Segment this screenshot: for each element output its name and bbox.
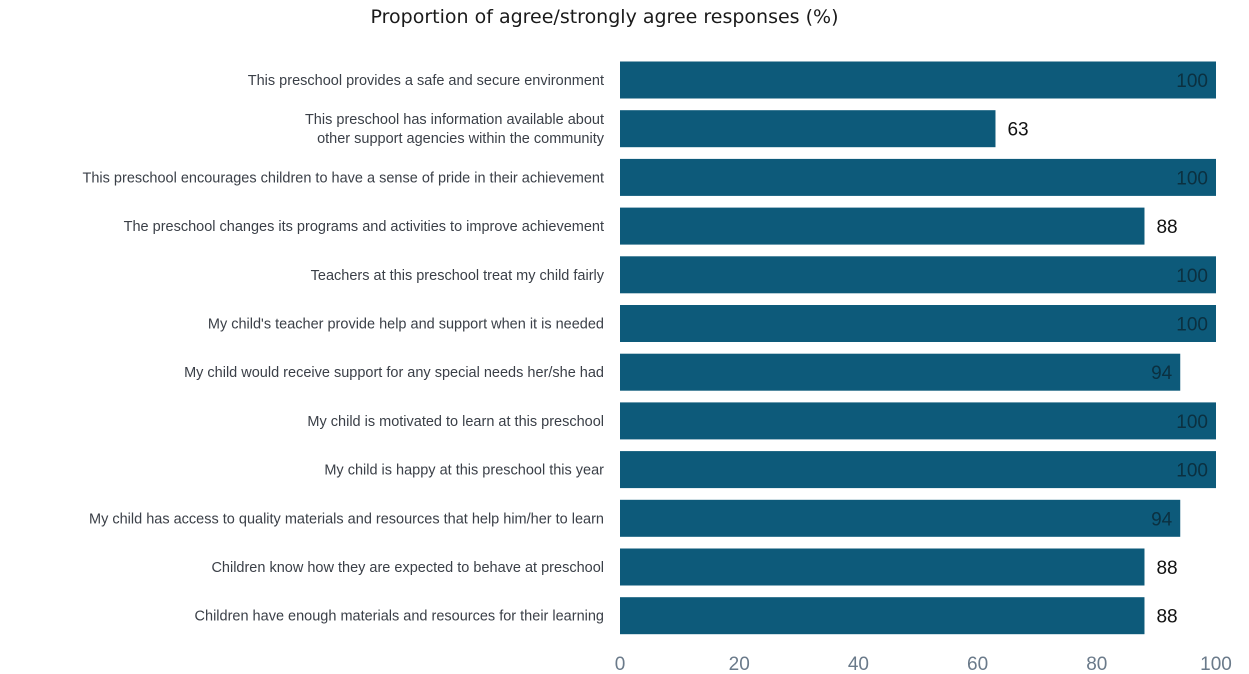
data-label: 100 <box>1176 168 1208 189</box>
data-label: 88 <box>1156 558 1177 579</box>
bar <box>620 353 1181 391</box>
x-tick-label: 40 <box>848 654 869 674</box>
category-label: This preschool encourages children to ha… <box>83 170 605 186</box>
bar <box>620 597 1145 635</box>
category-label: Children have enough materials and resou… <box>195 609 604 625</box>
data-label: 94 <box>1151 509 1173 530</box>
data-label: 100 <box>1176 315 1208 336</box>
data-label: 94 <box>1151 363 1173 384</box>
x-tick-label: 0 <box>615 654 626 674</box>
bar <box>620 305 1216 342</box>
x-tick-label: 100 <box>1200 654 1232 674</box>
data-label: 88 <box>1156 217 1177 238</box>
category-label: My child is motivated to learn at this p… <box>307 414 604 430</box>
data-label: 100 <box>1176 266 1208 287</box>
bar <box>620 256 1216 294</box>
bar <box>620 451 1216 489</box>
data-label: 88 <box>1156 607 1177 628</box>
bar <box>620 499 1181 537</box>
x-tick-label: 20 <box>729 654 750 674</box>
bar <box>620 110 996 148</box>
category-label: other support agencies within the commun… <box>317 131 605 147</box>
data-label: 100 <box>1176 412 1208 433</box>
category-label: My child has access to quality materials… <box>89 511 604 527</box>
category-label: My child's teacher provide help and supp… <box>208 317 604 333</box>
category-label: Teachers at this preschool treat my chil… <box>311 268 605 284</box>
data-label: 63 <box>1007 120 1028 141</box>
category-label: This preschool has information available… <box>305 112 604 128</box>
category-label: My child would receive support for any s… <box>184 365 604 381</box>
bar <box>620 158 1216 196</box>
bar <box>620 61 1216 99</box>
data-label: 100 <box>1176 71 1208 92</box>
chart-title: Proportion of agree/strongly agree respo… <box>370 6 839 28</box>
bar <box>620 207 1145 245</box>
category-label: My child is happy at this preschool this… <box>324 463 604 479</box>
x-tick-label: 60 <box>967 654 988 674</box>
category-label: Children know how they are expected to b… <box>211 560 604 576</box>
data-label: 100 <box>1176 461 1208 482</box>
bar <box>620 548 1145 586</box>
x-tick-label: 80 <box>1086 654 1107 674</box>
category-label: The preschool changes its programs and a… <box>124 219 604 235</box>
bar <box>620 402 1216 440</box>
category-label: This preschool provides a safe and secur… <box>248 73 604 89</box>
